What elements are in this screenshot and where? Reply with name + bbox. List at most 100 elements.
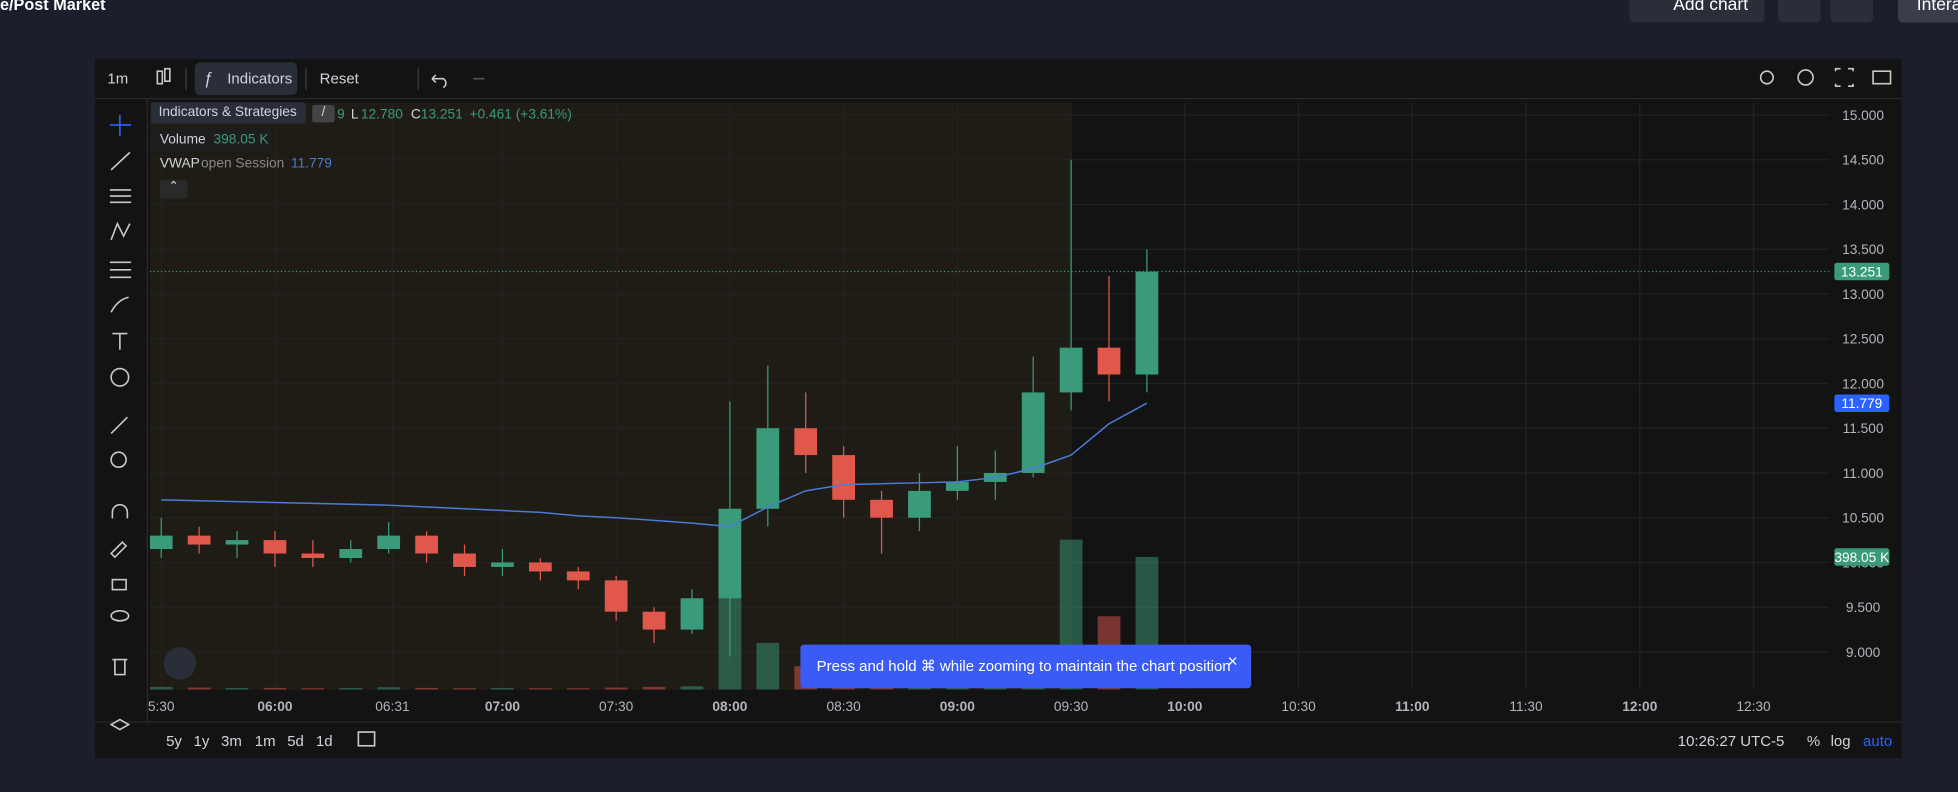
candle-body: [680, 598, 704, 630]
candle-body: [718, 508, 742, 599]
pattern-tool[interactable]: [110, 221, 131, 241]
candle-body: [339, 549, 363, 558]
ruler-tool[interactable]: [110, 416, 128, 435]
volume-tag-bg: [1834, 548, 1890, 566]
add-chart-button[interactable]: [1629, 0, 1765, 23]
y-tick-label: 14.000: [1842, 197, 1884, 212]
y-tick-label: 10.500: [1842, 511, 1884, 526]
candle-body: [794, 428, 818, 456]
layers-tool[interactable]: [109, 718, 131, 731]
logo: [163, 647, 197, 680]
vwap-value: 11.779: [290, 156, 332, 172]
collapse-button[interactable]: ⌃: [159, 179, 188, 199]
volume-bar: [149, 686, 173, 690]
search-icon[interactable]: [1759, 70, 1774, 85]
range-button[interactable]: 3m: [221, 732, 242, 750]
zoom-tool[interactable]: [110, 451, 127, 469]
candle-body: [1059, 347, 1083, 393]
tooltip: [151, 102, 306, 124]
x-tick-label: 11:30: [1509, 699, 1543, 714]
vwap-tag: 11.779: [1841, 396, 1882, 411]
volume-label: Volume: [159, 132, 206, 148]
fullscreen-icon[interactable]: [1834, 67, 1854, 88]
vwap-line: [161, 402, 1148, 528]
volume-bar: [756, 642, 780, 690]
brush-tool[interactable]: [110, 296, 129, 313]
range-button[interactable]: 1m: [254, 732, 276, 750]
refresh-button[interactable]: [1830, 0, 1874, 23]
candle-body: [908, 490, 931, 518]
y-tick-label: 15.000: [1842, 108, 1884, 123]
fib-tool[interactable]: [109, 189, 132, 204]
percent-toggle[interactable]: %: [1806, 732, 1821, 750]
candle-body: [377, 535, 401, 550]
candle-body: [945, 481, 969, 491]
toast-close[interactable]: ×: [1227, 650, 1238, 671]
auto-toggle[interactable]: auto: [1863, 732, 1893, 750]
x-tick-label: 11:00: [1395, 699, 1430, 714]
interval[interactable]: 1m: [107, 69, 129, 88]
trendline-tool[interactable]: [110, 151, 131, 171]
add-chart-label[interactable]: Add chart: [1673, 0, 1749, 14]
undo-arrow[interactable]: [431, 74, 437, 84]
volume-bar: [187, 687, 211, 690]
calendar-icon[interactable]: [357, 731, 376, 747]
volume-tag: 398.05 K: [1834, 550, 1889, 565]
volume-bar: [263, 687, 287, 690]
y-tick-label: 11.000: [1843, 466, 1884, 481]
range-button[interactable]: 5y: [166, 732, 182, 750]
y-tick-label: 12.000: [1842, 376, 1884, 391]
volume-bar: [491, 687, 514, 690]
x-tick-label: 09:00: [940, 699, 975, 714]
indicators-button[interactable]: [194, 62, 298, 95]
emoji-tool[interactable]: [110, 367, 130, 387]
volume-bar: [528, 688, 552, 690]
candle-icon[interactable]: [164, 67, 171, 83]
last-price-tag: 13.251: [1841, 264, 1883, 279]
settings-icon[interactable]: [1797, 69, 1814, 86]
volume-bar: [604, 687, 628, 690]
trash-tool[interactable]: [112, 658, 128, 676]
interact-label[interactable]: Intera: [1916, 0, 1958, 14]
legend-low-label: L: [350, 107, 359, 123]
undo-icon[interactable]: [432, 77, 447, 89]
visibility-tool[interactable]: [110, 610, 130, 622]
y-tick-label: 13.500: [1842, 242, 1884, 257]
market-label: e/Post Market: [0, 0, 106, 14]
candle-icon[interactable]: [156, 70, 164, 85]
legend-low: 12.780: [360, 107, 403, 123]
text-tool[interactable]: [112, 332, 128, 350]
volume-bar: [453, 688, 476, 690]
candle-body: [453, 553, 476, 567]
log-toggle[interactable]: log: [1830, 732, 1851, 750]
legend-close: 13.251: [420, 107, 463, 123]
vwap-params: open Session: [201, 156, 285, 172]
last-price-tag-bg: [1834, 262, 1890, 281]
reset-button[interactable]: Reset: [319, 69, 359, 88]
candle-body: [604, 580, 628, 612]
range-button[interactable]: 5d: [287, 732, 304, 750]
volume-bar: [301, 688, 325, 690]
fx-icon[interactable]: ƒ: [203, 68, 213, 88]
y-tick-label: 9.000: [1846, 645, 1881, 660]
x-tick-label: 06:31: [375, 699, 409, 714]
settings-button[interactable]: [1778, 0, 1821, 23]
camera-icon[interactable]: [1872, 70, 1892, 85]
lock-tool[interactable]: [111, 578, 127, 591]
crosshair-tool[interactable]: [109, 114, 132, 137]
candle-body: [187, 535, 211, 545]
lock-draw-tool[interactable]: [109, 541, 128, 559]
projection-tool[interactable]: [109, 261, 132, 279]
range-button[interactable]: 1d: [315, 732, 333, 750]
x-tick-label: 07:30: [599, 699, 634, 714]
interact-button[interactable]: [1898, 0, 1958, 23]
range-button[interactable]: 1y: [193, 732, 210, 750]
y-tick-label: 13.000: [1842, 287, 1884, 302]
toolbar-icons: [109, 67, 1892, 747]
volume-bar: [415, 687, 438, 690]
indicators-label[interactable]: Indicators: [227, 69, 293, 88]
magnet-tool[interactable]: [111, 503, 129, 519]
y-tick-label: 14.500: [1842, 153, 1884, 168]
x-tick-label: 5:30: [148, 699, 175, 714]
